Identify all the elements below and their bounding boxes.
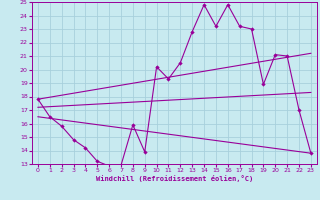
X-axis label: Windchill (Refroidissement éolien,°C): Windchill (Refroidissement éolien,°C) (96, 175, 253, 182)
